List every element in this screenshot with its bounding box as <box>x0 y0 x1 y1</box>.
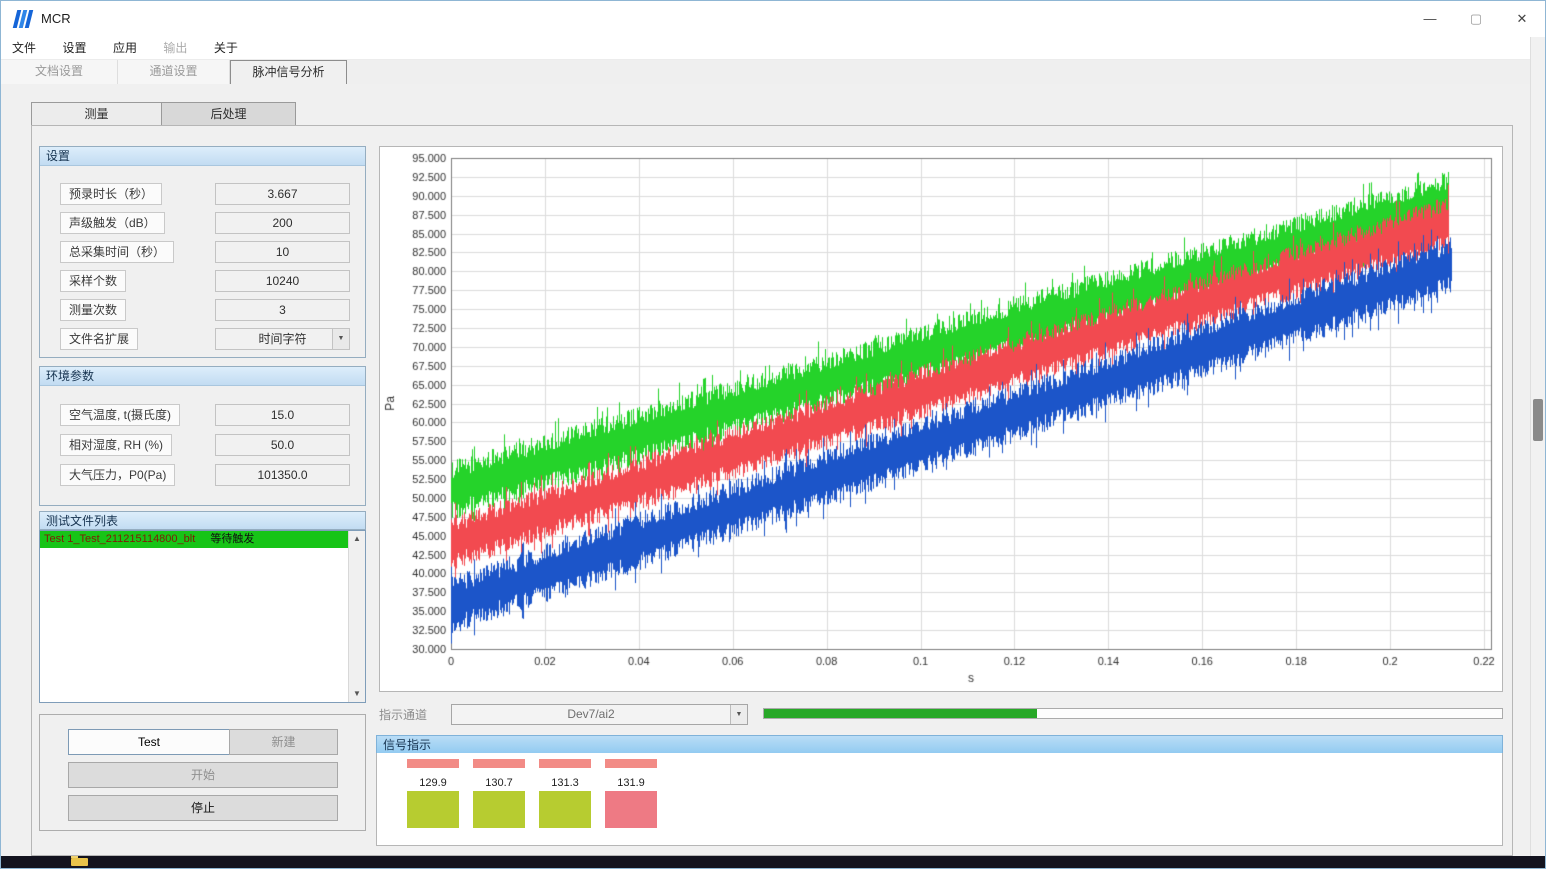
scroll-up-icon[interactable]: ▲ <box>353 534 361 543</box>
acquisition-progress-bar <box>763 708 1503 719</box>
humidity-field[interactable]: 50.0 <box>215 434 350 456</box>
signal-panel-title: 信号指示 <box>376 735 1503 754</box>
meter-value: 131.3 <box>551 777 579 789</box>
meter-peak-bar <box>605 759 657 768</box>
test-name-button[interactable]: Test <box>68 729 230 755</box>
meter-peak-bar <box>407 759 459 768</box>
meter-value: 131.9 <box>617 777 645 789</box>
signal-panel: 129.9 130.7 131.3 131.9 <box>376 753 1503 846</box>
indicator-channel-value: Dev7/ai2 <box>567 707 615 721</box>
taskbar-sliver <box>1 856 1545 868</box>
app-logo-icon <box>12 10 34 28</box>
measure-times-field[interactable]: 3 <box>215 299 350 321</box>
measure-times-label: 测量次数 <box>60 299 127 321</box>
signal-meter: 131.3 <box>539 753 591 845</box>
file-list-scrollbar[interactable]: ▲ ▼ <box>348 531 365 702</box>
sample-count-label: 采样个数 <box>60 270 127 292</box>
scroll-down-icon[interactable]: ▼ <box>353 689 361 698</box>
air-temperature-field[interactable]: 15.0 <box>215 404 350 426</box>
close-button[interactable]: ✕ <box>1516 11 1528 26</box>
meter-level-block <box>407 791 459 828</box>
waveform-chart <box>379 146 1503 692</box>
menu-about[interactable]: 关于 <box>213 41 238 55</box>
tab-channel-settings[interactable]: 通道设置 <box>118 60 230 84</box>
level-trigger-label: 声级触发（dB） <box>60 212 165 234</box>
menu-settings[interactable]: 设置 <box>62 41 87 55</box>
total-time-label: 总采集时间（秒） <box>60 241 175 263</box>
signal-meter: 130.7 <box>473 753 525 845</box>
settings-group: 设置 预录时长（秒） 3.667 声级触发（dB） 200 总采集时间（秒） 1… <box>39 146 366 358</box>
environment-group: 环境参数 空气温度, t(摄氏度) 15.0 相对湿度, RH (%) 50.0… <box>39 366 366 506</box>
meter-level-block <box>473 791 525 828</box>
file-name: Test 1_Test_211215114800_blt <box>44 533 196 545</box>
stop-button[interactable]: 停止 <box>68 795 338 821</box>
subtab-measure[interactable]: 测量 <box>31 102 162 126</box>
window-title: MCR <box>41 11 71 26</box>
new-button[interactable]: 新建 <box>229 729 338 755</box>
meter-value: 129.9 <box>419 777 447 789</box>
waveform-canvas <box>380 147 1502 691</box>
file-status-badge: 等待触发 <box>210 533 255 545</box>
scrollbar-thumb[interactable] <box>1533 399 1543 441</box>
taskbar-folder-icon[interactable] <box>71 856 88 866</box>
humidity-label: 相对湿度, RH (%) <box>60 434 172 456</box>
prerecord-duration-field[interactable]: 3.667 <box>215 183 350 205</box>
subtab-postprocess[interactable]: 后处理 <box>161 102 296 126</box>
list-item[interactable]: Test 1_Test_211215114800_blt 等待触发 <box>40 531 348 548</box>
settings-group-title: 设置 <box>40 147 365 166</box>
window-vertical-scrollbar[interactable] <box>1530 37 1545 858</box>
menu-apply[interactable]: 应用 <box>112 41 137 55</box>
menu-bar: 文件 设置 应用 输出 关于 <box>1 37 1545 60</box>
minimize-button[interactable]: — <box>1423 11 1437 26</box>
tab-bar: 文档设置 通道设置 脉冲信号分析 <box>1 60 1545 84</box>
title-bar: MCR — ▢ ✕ <box>1 1 1545 37</box>
chevron-down-icon[interactable]: ▼ <box>332 329 349 349</box>
file-list-title: 测试文件列表 <box>39 511 366 530</box>
signal-meter: 129.9 <box>407 753 459 845</box>
menu-file[interactable]: 文件 <box>12 41 37 55</box>
filename-ext-value: 时间字符 <box>258 332 307 346</box>
pressure-label: 大气压力，P0(Pa) <box>60 464 176 486</box>
start-button[interactable]: 开始 <box>68 762 338 788</box>
meter-peak-bar <box>473 759 525 768</box>
indicator-channel-select[interactable]: Dev7/ai2 ▼ <box>451 704 748 725</box>
filename-ext-dropdown[interactable]: 时间字符 ▼ <box>215 328 350 350</box>
maximize-button[interactable]: ▢ <box>1469 11 1483 26</box>
tab-pulse-analysis[interactable]: 脉冲信号分析 <box>230 60 347 84</box>
sample-count-field[interactable]: 10240 <box>215 270 350 292</box>
file-list[interactable]: Test 1_Test_211215114800_blt 等待触发 ▲ ▼ <box>39 530 366 703</box>
filename-ext-label: 文件名扩展 <box>60 328 139 350</box>
total-time-field[interactable]: 10 <box>215 241 350 263</box>
level-trigger-field[interactable]: 200 <box>215 212 350 234</box>
prerecord-duration-label: 预录时长（秒） <box>60 183 163 205</box>
signal-meter: 131.9 <box>605 753 657 845</box>
environment-group-title: 环境参数 <box>40 367 365 386</box>
tab-document-settings[interactable]: 文档设置 <box>1 60 118 84</box>
control-box: Test 新建 开始 停止 <box>39 714 366 831</box>
indicator-channel-label: 指示通道 <box>379 708 428 722</box>
menu-output[interactable]: 输出 <box>163 41 188 55</box>
air-temperature-label: 空气温度, t(摄氏度) <box>60 404 180 426</box>
meter-value: 130.7 <box>485 777 513 789</box>
chevron-down-icon[interactable]: ▼ <box>730 705 747 724</box>
meter-level-block <box>605 791 657 828</box>
meter-level-block <box>539 791 591 828</box>
progress-fill <box>764 709 1038 718</box>
meter-peak-bar <box>539 759 591 768</box>
pressure-field[interactable]: 101350.0 <box>215 464 350 486</box>
